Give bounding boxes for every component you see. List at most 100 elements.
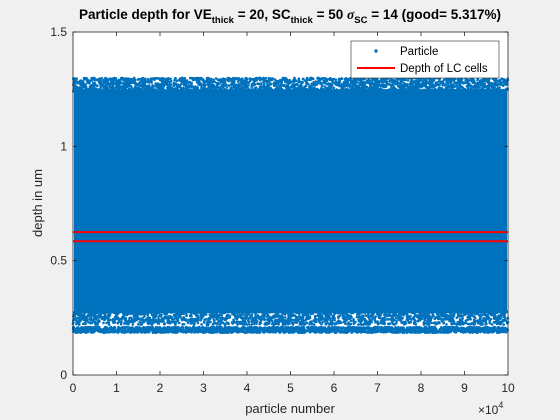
particle-point (445, 79, 449, 83)
particle-point (352, 320, 356, 324)
particle-point (484, 323, 487, 326)
particle-point (254, 89, 258, 93)
particle-point (90, 89, 93, 93)
particle-point (267, 83, 271, 87)
particle-point (127, 319, 131, 322)
particle-point (72, 78, 76, 82)
particle-point (211, 88, 215, 92)
particle-point (426, 321, 430, 325)
particle-point (102, 78, 106, 82)
particle-point (344, 78, 348, 81)
particle-point (220, 318, 224, 321)
particle-point (316, 76, 320, 80)
particle-point (349, 89, 353, 93)
particle-point (387, 83, 390, 86)
particle-point (244, 82, 248, 86)
particle-point (392, 323, 396, 326)
particle-point (126, 322, 130, 325)
particle-point (256, 82, 259, 85)
particle-point (436, 312, 440, 316)
particle-point (453, 322, 456, 325)
particle-point (289, 319, 292, 323)
particle-point (213, 322, 217, 325)
particle-point (151, 314, 155, 317)
particle-point (86, 318, 89, 322)
particle-point (471, 81, 475, 84)
particle-point (201, 315, 205, 318)
particle-point (73, 81, 76, 84)
particle-point (112, 321, 115, 324)
particle-point (289, 88, 292, 92)
particle-point (487, 310, 491, 314)
particle-point (79, 79, 83, 82)
particle-point (107, 83, 111, 86)
particle-point (174, 77, 177, 80)
particle-point (250, 320, 254, 324)
particle-point (88, 88, 92, 91)
particle-point (502, 323, 506, 326)
particle-point (277, 318, 281, 322)
particle-point (95, 322, 98, 326)
particle-point (213, 88, 217, 91)
particle-point (213, 319, 216, 322)
particle-point (237, 83, 241, 86)
particle-point (337, 321, 341, 325)
particle-point (225, 315, 228, 318)
particle-point (491, 90, 494, 93)
particle-point (189, 320, 193, 324)
particle-point (398, 318, 401, 322)
particle-point (306, 89, 310, 92)
particle-point (245, 85, 249, 89)
particle-point (196, 311, 199, 314)
particle-point (150, 89, 154, 93)
particle-point (73, 312, 77, 316)
particle-point (79, 318, 83, 321)
particle-point (224, 322, 228, 326)
particle-point (101, 84, 104, 87)
particle-point (251, 316, 255, 320)
particle-point (207, 317, 210, 320)
particle-point (208, 313, 212, 317)
particle-point (177, 313, 181, 317)
particle-point (401, 89, 405, 93)
particle-point (301, 77, 305, 81)
particle-point (273, 323, 276, 326)
particle-point (495, 316, 498, 320)
particle-point (121, 77, 125, 80)
particle-point (204, 83, 207, 87)
particle-point (467, 310, 471, 314)
particle-point (450, 317, 454, 321)
particle-point (231, 322, 234, 325)
particle-point (363, 311, 367, 315)
particle-point (250, 83, 254, 86)
particle-point (139, 312, 143, 315)
particle-point (84, 322, 87, 326)
particle-point (87, 313, 90, 316)
particle-point (219, 310, 222, 314)
particle-point (286, 319, 290, 323)
particle-point (101, 310, 105, 314)
particle-point (159, 83, 163, 87)
particle-point (84, 88, 87, 92)
particle-point (111, 317, 115, 321)
particle-point (215, 310, 218, 314)
particle-point (448, 89, 451, 92)
particle-point (316, 314, 320, 317)
particle-point (347, 321, 350, 324)
particle-point (247, 317, 251, 320)
particle-point (443, 88, 446, 92)
particle-point (228, 314, 232, 318)
particle-point (463, 312, 467, 316)
particle-point (458, 82, 461, 85)
particle-point (490, 323, 494, 326)
particle-point (79, 310, 82, 314)
particle-point (88, 80, 91, 83)
particle-point (320, 318, 323, 322)
particle-point (214, 315, 217, 319)
particle-point (178, 77, 182, 80)
particle-point (349, 319, 353, 323)
particle-point (107, 310, 110, 314)
particle-point (202, 79, 206, 82)
particle-point (285, 87, 289, 91)
particle-point (265, 79, 269, 83)
